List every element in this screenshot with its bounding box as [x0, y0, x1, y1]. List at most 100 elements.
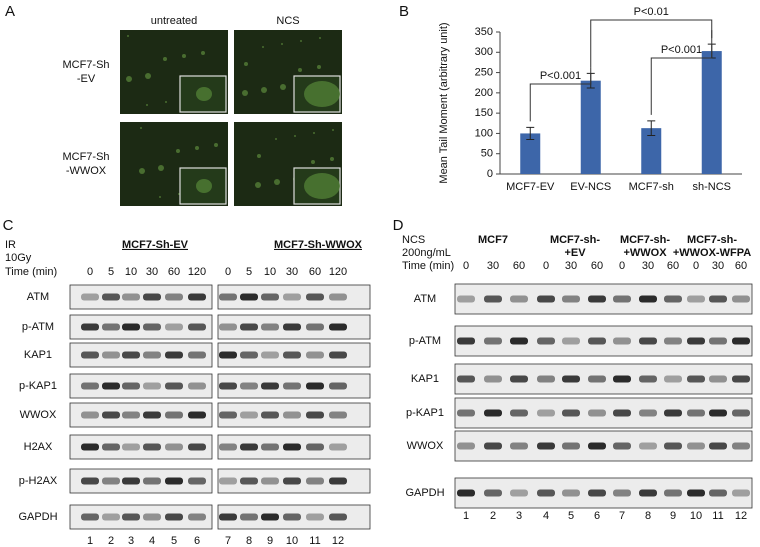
band	[588, 442, 606, 450]
x-tick-label: MCF7-sh	[629, 181, 674, 193]
comet	[201, 51, 205, 55]
comet	[140, 127, 142, 129]
group-label: +WWOX-WFPA	[673, 247, 751, 259]
band	[457, 442, 475, 450]
band	[510, 409, 528, 417]
group-label: MCF7-Sh-WWOX	[274, 239, 363, 251]
band	[588, 295, 606, 303]
band	[306, 443, 324, 451]
time-value: 10	[264, 266, 276, 278]
band	[143, 443, 161, 451]
band	[81, 443, 99, 451]
band	[588, 337, 606, 345]
comet	[262, 46, 264, 48]
comet	[139, 168, 145, 174]
comet	[242, 90, 248, 96]
column-label: untreated	[151, 15, 197, 27]
time-value: 120	[188, 266, 206, 278]
band	[81, 293, 99, 301]
lane-number: 1	[87, 535, 93, 547]
band	[732, 442, 750, 450]
y-axis-label: Mean Tail Moment (arbitrary unit)	[438, 22, 450, 183]
lane-number: 6	[194, 535, 200, 547]
band	[329, 351, 347, 359]
bar	[641, 128, 662, 174]
band	[81, 351, 99, 359]
band	[537, 375, 555, 383]
panel-letter: B	[399, 3, 409, 20]
band	[102, 293, 120, 301]
band	[329, 323, 347, 331]
row-label: p-KAP1	[19, 380, 57, 392]
band	[639, 375, 657, 383]
time-value: 60	[735, 260, 747, 272]
band	[165, 443, 183, 451]
band	[329, 443, 347, 451]
band	[219, 477, 237, 485]
band	[165, 513, 183, 521]
band	[122, 351, 140, 359]
treatment-label: NCS	[402, 234, 425, 246]
lane-number: 12	[332, 535, 344, 547]
x-tick-label: EV-NCS	[570, 181, 611, 193]
band	[81, 382, 99, 390]
band	[457, 337, 475, 345]
band	[261, 293, 279, 301]
time-value: 0	[225, 266, 231, 278]
band	[510, 442, 528, 450]
band	[588, 375, 606, 383]
comet	[280, 84, 286, 90]
band	[732, 295, 750, 303]
band	[687, 409, 705, 417]
treatment-label: 10Gy	[5, 252, 32, 264]
treatment-label: 200ng/mL	[402, 247, 451, 259]
band	[283, 477, 301, 485]
band	[188, 411, 206, 419]
band	[732, 337, 750, 345]
comet	[158, 165, 164, 171]
band	[240, 323, 258, 331]
band	[102, 477, 120, 485]
band	[122, 477, 140, 485]
comet	[281, 43, 283, 45]
band	[457, 375, 475, 383]
group-label: MCF7-sh-	[620, 234, 670, 246]
time-value: 0	[693, 260, 699, 272]
band	[102, 323, 120, 331]
band	[329, 477, 347, 485]
band	[306, 323, 324, 331]
band	[664, 337, 682, 345]
row-label: WWOX	[407, 440, 444, 452]
band	[709, 295, 727, 303]
band	[306, 382, 324, 390]
lane-number: 3	[128, 535, 134, 547]
time-value: 30	[487, 260, 499, 272]
band	[613, 409, 631, 417]
band	[122, 411, 140, 419]
band	[588, 489, 606, 497]
band	[81, 477, 99, 485]
group-label: MCF7-sh-	[687, 234, 737, 246]
time-value: 60	[513, 260, 525, 272]
comet-zoom	[196, 87, 212, 101]
band	[510, 375, 528, 383]
x-tick-label: MCF7-EV	[506, 181, 555, 193]
band	[709, 409, 727, 417]
lane-number: 5	[568, 510, 574, 522]
significance-label: P<0.01	[634, 6, 669, 18]
treatment-label: IR	[5, 239, 16, 251]
band	[122, 323, 140, 331]
time-value: 30	[712, 260, 724, 272]
band	[240, 513, 258, 521]
lane-number: 9	[670, 510, 676, 522]
time-value: 10	[125, 266, 137, 278]
band	[283, 351, 301, 359]
band	[165, 411, 183, 419]
time-value: 60	[168, 266, 180, 278]
band	[537, 442, 555, 450]
band	[143, 513, 161, 521]
band	[613, 337, 631, 345]
comet	[319, 37, 321, 39]
comet	[244, 62, 248, 66]
